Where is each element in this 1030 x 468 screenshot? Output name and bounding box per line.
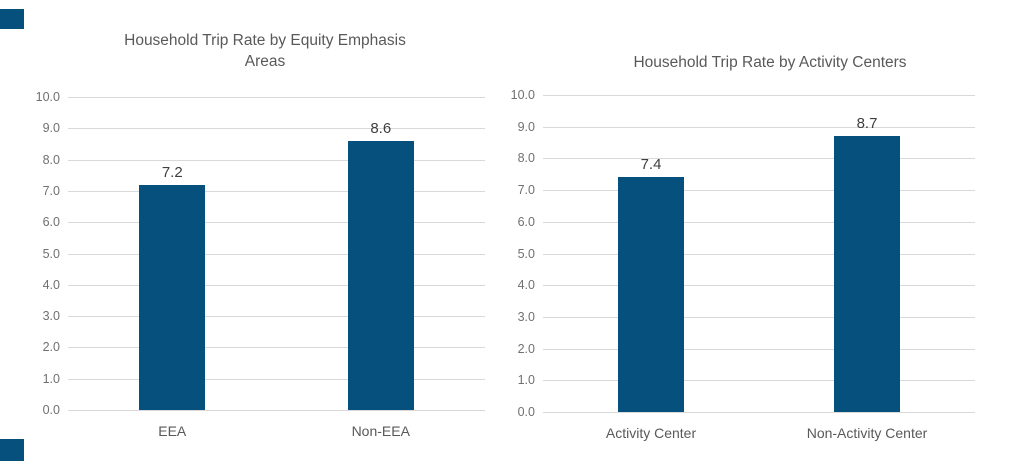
x-axis-category-label: Activity Center bbox=[605, 425, 697, 441]
y-axis-tick-label: 6.0 bbox=[42, 215, 60, 230]
gridline bbox=[543, 221, 975, 223]
gridline bbox=[68, 253, 485, 255]
chart-title-line: Household Trip Rate by Equity Emphasis bbox=[124, 32, 406, 49]
bar-value-label: 7.2 bbox=[161, 163, 183, 181]
y-axis-tick-label: 3.0 bbox=[42, 309, 60, 324]
bar-value-label: 8.6 bbox=[370, 119, 392, 137]
y-axis-tick-label: 6.0 bbox=[517, 214, 535, 229]
y-axis-tick-label: 10.0 bbox=[510, 88, 535, 102]
y-axis-tick-label: 10.0 bbox=[35, 90, 60, 104]
gridline bbox=[543, 158, 975, 160]
y-axis-tick-label: 5.0 bbox=[517, 246, 535, 261]
y-axis-tick-label: 2.0 bbox=[517, 341, 535, 356]
gridline bbox=[543, 348, 975, 350]
gridline bbox=[543, 126, 975, 128]
gridline bbox=[543, 95, 975, 96]
x-axis-category-label: Non-Activity Center bbox=[806, 425, 928, 441]
bar-value-label: 8.7 bbox=[856, 115, 878, 133]
decorative-square-bottom-left bbox=[0, 439, 24, 461]
gridline bbox=[68, 378, 485, 380]
chart-title: Household Trip Rate by Activity Centers bbox=[565, 52, 975, 73]
bar-Non-Activity Center bbox=[834, 136, 900, 412]
y-axis-tick-label: 8.0 bbox=[42, 152, 60, 167]
gridline bbox=[68, 128, 485, 130]
decorative-square-top-left bbox=[0, 9, 24, 29]
gridline bbox=[543, 316, 975, 318]
gridline bbox=[68, 222, 485, 224]
chart-title-line: Household Trip Rate by Activity Centers bbox=[633, 54, 907, 71]
x-axis-category-label: Non-EEA bbox=[351, 423, 410, 439]
y-axis-tick-label: 0.0 bbox=[42, 403, 60, 417]
gridline bbox=[68, 316, 485, 318]
gridline bbox=[543, 190, 975, 192]
y-axis-tick-label: 9.0 bbox=[517, 119, 535, 134]
gridline bbox=[543, 285, 975, 287]
y-axis-tick-label: 1.0 bbox=[42, 371, 60, 386]
bar-EEA bbox=[139, 184, 206, 410]
plot-area: 10.0 9.0 8.0 7.0 6.0 5.0 4.0 3.0 2.0 1.0 0.0 7.2 EEA… bbox=[36, 91, 485, 439]
plot-area: 10.0 9.0 8.0 7.0 6.0 5.0 4.0 3.0 2.0 1.0 0.0 7.4 Act… bbox=[511, 89, 975, 441]
gridline bbox=[68, 284, 485, 286]
gridline bbox=[543, 253, 975, 255]
y-axis-tick-label: 2.0 bbox=[42, 340, 60, 355]
gridline bbox=[68, 97, 485, 98]
chart-household-trip-rate-activity-centers: Household Trip Rate by Activity Centers … bbox=[511, 0, 1030, 468]
gridline bbox=[68, 190, 485, 192]
y-axis-tick-label: 4.0 bbox=[42, 277, 60, 292]
y-axis-tick-label: 3.0 bbox=[517, 309, 535, 324]
y-axis-tick-label: 7.0 bbox=[42, 183, 60, 198]
y-axis-tick-label: 7.0 bbox=[517, 183, 535, 198]
chart-title: Household Trip Rate by Equity Emphasis Ar… bbox=[60, 30, 470, 72]
y-axis-tick-label: 8.0 bbox=[517, 151, 535, 166]
y-axis-tick-label: 9.0 bbox=[42, 121, 60, 136]
gridline bbox=[68, 347, 485, 349]
chart-title-line: Areas bbox=[244, 53, 286, 70]
gridline bbox=[543, 380, 975, 382]
gridline bbox=[68, 410, 485, 411]
y-axis-tick-label: 1.0 bbox=[517, 373, 535, 388]
bar-Non-EEA bbox=[347, 140, 414, 410]
y-axis-tick-label: 4.0 bbox=[517, 278, 535, 293]
y-axis-tick-label: 0.0 bbox=[517, 405, 535, 419]
gridline bbox=[68, 159, 485, 161]
chart-household-trip-rate-equity-emphasis: Household Trip Rate by Equity Emphasis Ar… bbox=[36, 30, 485, 439]
x-axis-category-label: EEA bbox=[158, 423, 187, 439]
bar-Activity Center bbox=[618, 177, 684, 412]
gridline bbox=[543, 412, 975, 413]
y-axis-tick-label: 5.0 bbox=[42, 246, 60, 261]
bar-value-label: 7.4 bbox=[640, 156, 662, 174]
